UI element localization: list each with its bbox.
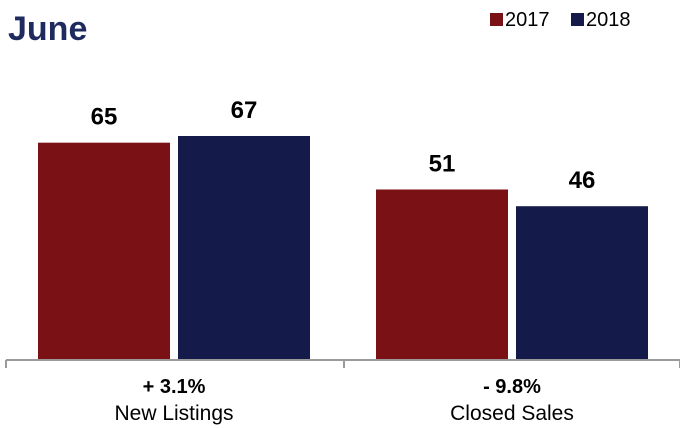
value-labels: 65 67 51 46: [91, 97, 596, 194]
legend-swatch-2018: [571, 13, 584, 26]
category-labels: + 3.1% New Listings - 9.8% Closed Sales: [114, 376, 573, 425]
bar-2018-0: [178, 136, 310, 360]
legend-swatch-2017: [490, 13, 503, 26]
bar-2017-0: [38, 142, 170, 360]
change-label-1: - 9.8%: [483, 376, 541, 398]
bar-2018-1: [516, 206, 648, 360]
value-label-2018-1: 46: [569, 167, 596, 194]
x-axis-ticks: [5, 360, 680, 368]
bars: [38, 136, 648, 360]
legend-label-2017: 2017: [505, 9, 550, 31]
legend-label-2018: 2018: [586, 9, 631, 31]
legend: 2017 2018: [490, 9, 631, 31]
change-label-0: + 3.1%: [143, 376, 206, 398]
value-label-2018-0: 67: [231, 97, 258, 124]
chart-title: June: [8, 10, 87, 48]
bar-2017-1: [376, 189, 508, 360]
category-label-1: Closed Sales: [450, 402, 574, 425]
value-label-2017-1: 51: [429, 150, 456, 177]
category-label-0: New Listings: [114, 402, 233, 425]
value-label-2017-0: 65: [91, 104, 118, 131]
